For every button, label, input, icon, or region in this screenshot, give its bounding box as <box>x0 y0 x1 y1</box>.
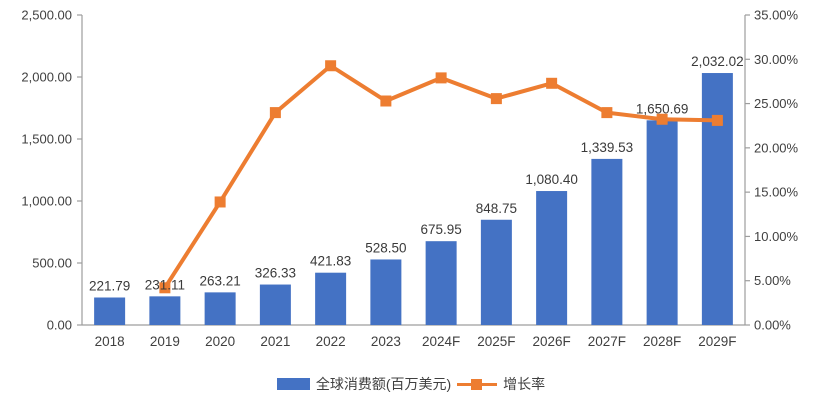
bar <box>480 219 512 325</box>
bar <box>315 272 347 325</box>
legend-item-growth-rate: 增长率 <box>457 374 545 394</box>
right-tick-label: 30.00% <box>754 52 799 67</box>
bar-value-label: 1,339.53 <box>581 140 634 155</box>
left-tick-label: 1,000.00 <box>21 194 72 209</box>
x-axis-label: 2023 <box>371 334 401 349</box>
right-tick-label: 35.00% <box>754 8 799 23</box>
bar-value-label: 1,080.40 <box>525 172 578 187</box>
bar <box>536 191 568 325</box>
right-tick-label: 15.00% <box>754 185 799 200</box>
bar-value-label: 1,650.69 <box>636 101 689 116</box>
x-axis-label: 2026F <box>532 334 570 349</box>
right-tick-label: 25.00% <box>754 96 799 111</box>
bar-value-label: 848.75 <box>476 201 517 216</box>
bar <box>259 284 291 325</box>
left-tick-label: 500.00 <box>32 256 72 271</box>
line-marker-icon <box>159 282 171 294</box>
line-marker-icon <box>269 107 281 119</box>
bar-value-label: 231.11 <box>145 277 185 292</box>
line-marker-icon <box>380 95 392 107</box>
bar-series-swatch <box>276 378 310 390</box>
bar <box>646 120 678 325</box>
line-marker-icon <box>325 60 337 72</box>
bar <box>204 292 236 325</box>
right-tick-label: 20.00% <box>754 140 799 155</box>
legend-label-growth-rate: 增长率 <box>503 376 546 392</box>
right-tick-label: 5.00% <box>754 273 791 288</box>
x-axis-label: 2022 <box>316 334 346 349</box>
left-tick-label: 1,500.00 <box>21 132 72 147</box>
x-axis-label: 2021 <box>260 334 290 349</box>
bar-value-label: 421.83 <box>310 254 351 269</box>
left-tick-label: 2,500.00 <box>21 8 72 23</box>
x-axis-label: 2027F <box>588 334 626 349</box>
line-marker-icon <box>214 196 226 208</box>
x-axis-label: 2019 <box>150 334 180 349</box>
right-tick-label: 10.00% <box>754 229 799 244</box>
legend-item-consumption: 全球消费额(百万美元) <box>276 374 452 394</box>
left-tick-label: 2,000.00 <box>21 70 72 85</box>
line-marker-icon <box>490 93 502 105</box>
chart-legend: 全球消费额(百万美元) 增长率 <box>0 374 822 394</box>
bar-value-label: 2,032.02 <box>691 54 744 69</box>
bar-value-label: 263.21 <box>199 273 240 288</box>
bar-value-label: 528.50 <box>365 240 406 255</box>
x-axis-label: 2025F <box>477 334 515 349</box>
bar <box>591 158 623 325</box>
bar <box>701 73 733 326</box>
bar-value-label: 221.79 <box>89 278 130 293</box>
bar <box>425 241 457 325</box>
legend-label-consumption: 全球消费额(百万美元) <box>315 376 452 392</box>
line-swatch-marker-icon <box>471 378 483 390</box>
bar <box>149 296 181 325</box>
line-marker-icon <box>435 72 447 84</box>
bar-value-label: 326.33 <box>255 266 296 281</box>
x-axis-label: 2024F <box>422 334 460 349</box>
bar <box>94 297 126 325</box>
x-axis-label: 2028F <box>643 334 681 349</box>
line-marker-icon <box>546 77 558 89</box>
line-marker-icon <box>601 107 613 119</box>
line-marker-icon <box>656 113 668 125</box>
right-tick-label: 0.00% <box>754 318 791 333</box>
x-axis-label: 2029F <box>698 334 736 349</box>
line-series-swatch <box>457 378 498 390</box>
left-tick-label: 0.00 <box>47 318 72 333</box>
bar <box>370 259 402 325</box>
bar-value-label: 675.95 <box>420 222 461 237</box>
x-axis-label: 2020 <box>205 334 235 349</box>
x-axis-label: 2018 <box>95 334 125 349</box>
line-marker-icon <box>711 114 723 126</box>
